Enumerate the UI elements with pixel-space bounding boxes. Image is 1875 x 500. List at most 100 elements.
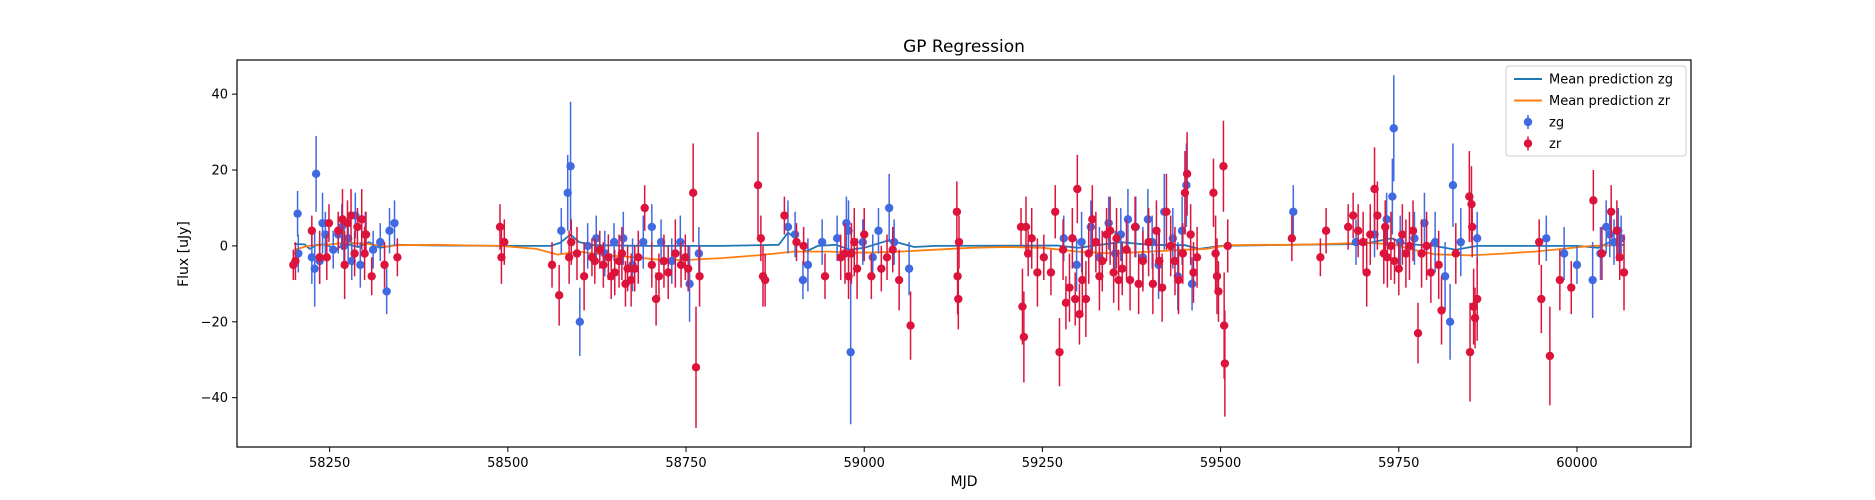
- point-zr-139: [1287, 215, 1297, 262]
- point-zr-98: [1078, 245, 1087, 315]
- point-zg-87: [1456, 207, 1465, 277]
- point-zg-25: [575, 287, 585, 356]
- point-zg-94: [1601, 200, 1611, 254]
- point-zr-134: [1214, 261, 1223, 322]
- point-zr-102: [1091, 211, 1101, 273]
- point-zg-47: [846, 280, 855, 425]
- point-zr-75: [906, 291, 915, 360]
- point-zr-45: [654, 253, 664, 300]
- point-zr-86: [1033, 238, 1042, 307]
- point-zr-123: [1170, 226, 1180, 296]
- point-zr-60: [792, 223, 801, 262]
- point-zr-96: [1073, 154, 1082, 224]
- point-zg-42: [803, 238, 813, 292]
- point-zr-157: [1401, 219, 1411, 288]
- point-zg-79: [1389, 75, 1398, 182]
- point-zr-129: [1189, 242, 1198, 303]
- point-zg-35: [667, 238, 676, 284]
- point-zr-41: [634, 230, 643, 284]
- point-zg-20: [385, 207, 394, 254]
- point-zr-19: [495, 204, 505, 250]
- point-zr-108: [1112, 207, 1121, 269]
- y-axis-ticks: −40 −20 0 20 40: [201, 88, 237, 406]
- point-zr-92: [1061, 276, 1071, 330]
- point-zr-10: [346, 189, 356, 243]
- point-zg-53: [904, 242, 914, 296]
- point-zr-22: [547, 242, 557, 288]
- point-zg-50: [874, 207, 883, 254]
- point-zr-1: [291, 242, 300, 281]
- point-zr-159: [1408, 200, 1418, 262]
- point-zr-59: [780, 196, 789, 235]
- point-zr-54: [695, 245, 704, 307]
- point-zg-83: [1430, 211, 1440, 273]
- point-zg-4: [311, 135, 321, 212]
- point-zr-155: [1394, 242, 1403, 296]
- y-tick-label-3: 20: [211, 164, 228, 179]
- point-zr-64: [840, 223, 850, 284]
- point-zg-59: [1104, 196, 1113, 250]
- point-zr-120: [1157, 253, 1167, 322]
- point-zr-137: [1220, 310, 1230, 417]
- point-zr-176: [1545, 306, 1555, 406]
- point-zr-62: [820, 253, 830, 300]
- point-zg-8: [329, 230, 338, 269]
- point-zr-5: [324, 204, 334, 243]
- point-zr-100: [1084, 223, 1093, 284]
- point-zg-39: [783, 200, 793, 254]
- point-zr-114: [1134, 253, 1143, 315]
- point-zr-58: [760, 253, 770, 307]
- point-zr-110: [1118, 242, 1127, 296]
- chart-title: GP Regression: [903, 37, 1025, 57]
- x-tick-label-5: 59500: [1200, 456, 1241, 471]
- point-zr-109: [1114, 249, 1123, 311]
- point-zr-21: [500, 219, 509, 265]
- point-zr-141: [1321, 207, 1331, 254]
- point-zg-13: [347, 242, 356, 281]
- point-zr-53: [691, 306, 701, 429]
- point-zr-168: [1465, 302, 1475, 402]
- point-zr-17: [380, 242, 389, 288]
- point-zr-135: [1219, 120, 1228, 212]
- point-zr-93: [1065, 253, 1074, 322]
- point-zr-9: [343, 200, 352, 246]
- point-zr-44: [651, 272, 661, 326]
- point-zr-68: [852, 238, 862, 300]
- point-zr-26: [572, 226, 582, 281]
- point-zg-88: [1472, 211, 1482, 265]
- legend-label-2: zg: [1549, 116, 1564, 131]
- legend-entry-2: zg: [1523, 115, 1564, 131]
- point-zg-3: [310, 230, 319, 307]
- point-zr-32: [604, 234, 613, 281]
- point-zr-104: [1098, 230, 1107, 292]
- point-zr-89: [1051, 185, 1060, 239]
- point-zr-166: [1451, 223, 1460, 284]
- x-axis-ticks: 58250 58500 58750 59000 59250 59500 59750 60000: [309, 447, 1598, 471]
- point-zr-170: [1467, 196, 1477, 258]
- point-zr-181: [1606, 185, 1616, 239]
- point-zr-124: [1174, 245, 1183, 315]
- point-zr-78: [954, 268, 963, 330]
- legend-label-1: Mean prediction zr: [1549, 94, 1671, 109]
- point-zg-55: [1072, 238, 1081, 292]
- point-zr-113: [1130, 196, 1140, 258]
- point-zr-91: [1058, 219, 1068, 281]
- point-zr-88: [1046, 249, 1056, 296]
- point-zr-127: [1182, 132, 1192, 216]
- point-zg-62: [1123, 189, 1133, 250]
- point-zr-162: [1422, 211, 1431, 281]
- point-zr-112: [1125, 249, 1135, 311]
- point-zr-2: [307, 215, 317, 246]
- point-zr-40: [630, 245, 639, 292]
- point-zr-46: [659, 234, 669, 288]
- point-zg-51: [884, 173, 894, 243]
- point-zr-115: [1138, 230, 1148, 292]
- point-zr-128: [1186, 204, 1195, 265]
- point-zr-35: [614, 234, 624, 288]
- legend-entry-3: zr: [1523, 136, 1562, 152]
- point-zr-153: [1386, 211, 1396, 281]
- point-zr-67: [850, 207, 859, 277]
- point-zg-22: [557, 207, 566, 254]
- point-zr-55: [753, 132, 763, 239]
- point-zg-21: [390, 200, 399, 246]
